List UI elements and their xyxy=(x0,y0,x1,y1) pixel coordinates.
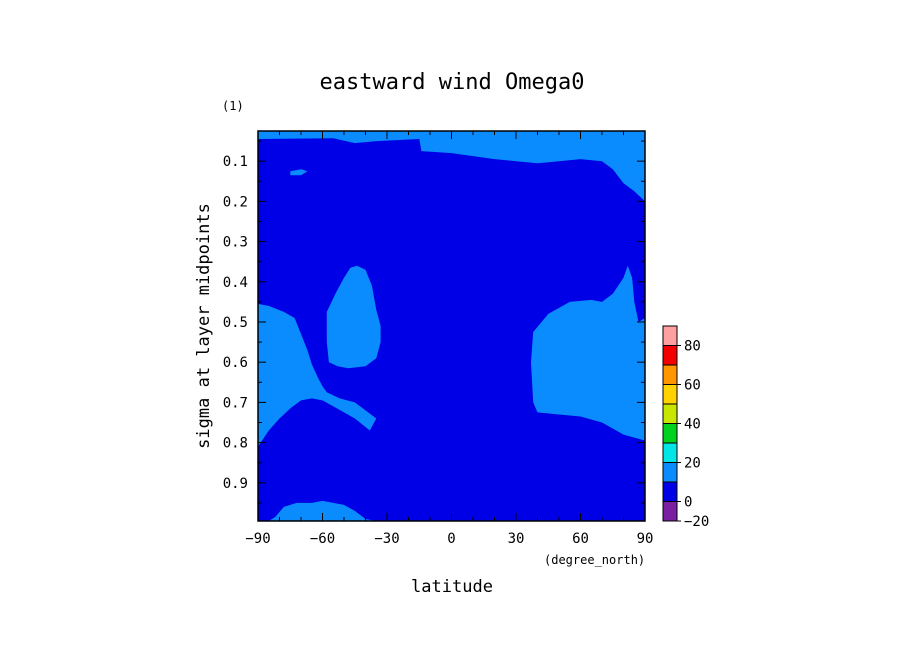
x-tick-label: 0 xyxy=(447,531,455,547)
x-tick-label: 30 xyxy=(508,531,525,547)
y-axis-label: sigma at layer midpoints xyxy=(194,203,214,449)
colorbar-swatch xyxy=(662,384,678,405)
x-tick-label: 90 xyxy=(637,531,654,547)
y-axis: 0.1 0.2 0.3 0.4 0.5 0.6 0.7 0.8 0.9 xyxy=(223,140,645,504)
colorbar-label: 40 xyxy=(684,417,701,433)
y-tick-label: 0.6 xyxy=(223,355,248,371)
x-tick-label: 60 xyxy=(572,531,589,547)
colorbar-swatch xyxy=(662,442,678,463)
colorbar-swatch xyxy=(662,501,678,522)
y-tick-label: 0.8 xyxy=(223,436,248,452)
contour-region-positive-bubble-left xyxy=(326,265,381,369)
colorbar: −20 0 20 40 60 80 xyxy=(662,325,709,530)
y-tick-label: 0.4 xyxy=(223,275,248,291)
y-tick-label: 0.3 xyxy=(223,235,248,251)
colorbar-label: 20 xyxy=(684,456,701,472)
x-axis-units: (degree_north) xyxy=(544,553,645,567)
y-axis-units: (1) xyxy=(222,99,244,113)
x-axis: −90 −60 −30 0 30 60 90 xyxy=(245,131,653,547)
plot-area xyxy=(257,130,646,522)
colorbar-label: 0 xyxy=(684,495,692,511)
x-tick-label: −60 xyxy=(310,531,335,547)
y-tick-label: 0.9 xyxy=(223,476,248,492)
colorbar-swatch xyxy=(662,462,678,483)
colorbar-swatch xyxy=(662,423,678,444)
colorbar-swatch xyxy=(662,345,678,366)
x-axis-label: latitude xyxy=(411,577,493,597)
y-tick-label: 0.2 xyxy=(223,194,248,210)
contour-region-positive-blob-top-left xyxy=(290,169,308,176)
contour-region-negative-core xyxy=(258,138,645,521)
colorbar-label: 60 xyxy=(684,378,701,394)
y-tick-label: 0.7 xyxy=(223,395,248,411)
x-tick-label: −30 xyxy=(374,531,399,547)
colorbar-swatch xyxy=(662,325,678,346)
y-tick-label: 0.1 xyxy=(223,154,248,170)
x-tick-label: −90 xyxy=(245,531,270,547)
colorbar-label: −20 xyxy=(684,514,709,530)
colorbar-swatch xyxy=(662,364,678,385)
chart-title: eastward wind Omega0 xyxy=(320,70,585,95)
colorbar-label: 80 xyxy=(684,339,701,355)
colorbar-swatch xyxy=(662,403,678,424)
colorbar-swatch xyxy=(662,481,678,502)
y-tick-label: 0.5 xyxy=(223,315,248,331)
